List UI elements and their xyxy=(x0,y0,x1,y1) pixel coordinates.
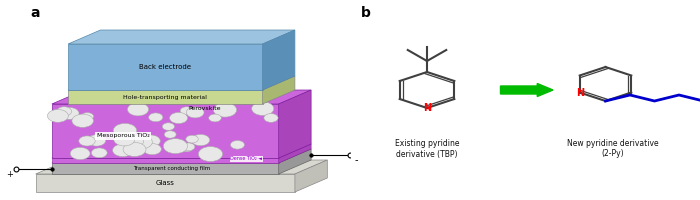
Polygon shape xyxy=(52,149,311,163)
Circle shape xyxy=(130,135,153,149)
Polygon shape xyxy=(68,76,295,90)
Polygon shape xyxy=(68,44,262,90)
Circle shape xyxy=(141,135,160,147)
Text: Hole-transporting material: Hole-transporting material xyxy=(123,95,207,99)
Polygon shape xyxy=(68,30,295,44)
Text: New pyridine derivative: New pyridine derivative xyxy=(567,140,658,148)
Circle shape xyxy=(163,139,188,154)
Circle shape xyxy=(198,147,223,161)
Text: Transparent conducting film: Transparent conducting film xyxy=(133,166,211,171)
Polygon shape xyxy=(52,144,311,158)
Circle shape xyxy=(72,114,93,127)
Circle shape xyxy=(148,113,163,122)
Text: (2-Py): (2-Py) xyxy=(601,150,624,158)
Circle shape xyxy=(91,148,107,158)
Circle shape xyxy=(88,135,106,146)
Polygon shape xyxy=(52,158,279,163)
Circle shape xyxy=(180,107,193,115)
Polygon shape xyxy=(52,90,311,104)
Text: Glass: Glass xyxy=(156,180,175,186)
Circle shape xyxy=(164,131,176,138)
Polygon shape xyxy=(279,144,311,163)
Circle shape xyxy=(113,144,133,157)
Polygon shape xyxy=(36,160,328,174)
Polygon shape xyxy=(262,30,295,90)
Circle shape xyxy=(162,123,174,130)
Circle shape xyxy=(113,133,135,146)
Circle shape xyxy=(183,143,195,151)
Text: -: - xyxy=(355,156,358,165)
Text: Back electrode: Back electrode xyxy=(139,64,191,70)
Circle shape xyxy=(264,114,278,122)
Polygon shape xyxy=(295,160,328,192)
Polygon shape xyxy=(36,174,295,192)
Text: Dense TiO₂ ◄: Dense TiO₂ ◄ xyxy=(230,156,262,162)
Circle shape xyxy=(209,114,221,122)
Circle shape xyxy=(70,147,90,160)
Circle shape xyxy=(127,103,148,116)
Circle shape xyxy=(186,107,204,118)
Text: Mesoporous TiO₂: Mesoporous TiO₂ xyxy=(97,134,150,138)
Circle shape xyxy=(48,109,69,122)
Circle shape xyxy=(180,143,193,152)
Polygon shape xyxy=(52,163,279,174)
Circle shape xyxy=(169,112,188,124)
Circle shape xyxy=(81,113,94,120)
Text: +: + xyxy=(6,170,13,179)
FancyArrow shape xyxy=(500,84,553,97)
Text: derivative (TBP): derivative (TBP) xyxy=(396,150,458,158)
Circle shape xyxy=(144,144,161,155)
Text: b: b xyxy=(360,6,370,20)
Polygon shape xyxy=(68,90,262,104)
Text: N: N xyxy=(423,103,431,113)
Polygon shape xyxy=(52,104,279,158)
Polygon shape xyxy=(262,76,295,104)
Circle shape xyxy=(79,136,95,146)
Circle shape xyxy=(191,134,210,146)
Circle shape xyxy=(57,107,71,116)
Circle shape xyxy=(230,140,244,149)
Circle shape xyxy=(113,123,136,138)
Text: Perovskite: Perovskite xyxy=(188,106,220,110)
Circle shape xyxy=(123,142,146,156)
Text: Existing pyridine: Existing pyridine xyxy=(395,140,459,148)
Circle shape xyxy=(214,103,237,117)
Text: a: a xyxy=(31,6,41,20)
Text: N: N xyxy=(575,88,584,98)
Circle shape xyxy=(60,107,79,119)
Circle shape xyxy=(125,136,144,147)
Circle shape xyxy=(186,135,198,143)
Polygon shape xyxy=(279,149,311,174)
Polygon shape xyxy=(279,90,311,158)
Circle shape xyxy=(252,102,274,115)
